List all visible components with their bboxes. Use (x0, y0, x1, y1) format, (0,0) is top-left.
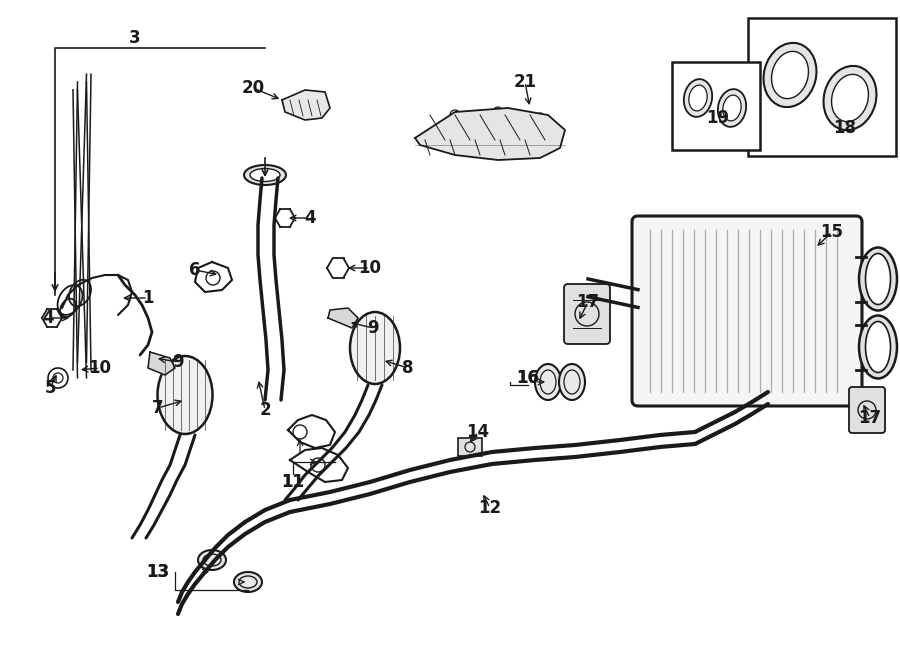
Circle shape (493, 107, 503, 117)
Circle shape (423, 135, 433, 145)
Text: 3: 3 (130, 29, 140, 47)
Ellipse shape (335, 314, 349, 322)
Text: 1: 1 (142, 289, 154, 307)
Text: 13: 13 (147, 563, 169, 581)
Ellipse shape (559, 364, 585, 400)
Ellipse shape (859, 247, 897, 311)
Polygon shape (148, 352, 175, 375)
Circle shape (48, 368, 68, 388)
Ellipse shape (723, 95, 741, 121)
Text: 17: 17 (859, 409, 882, 427)
Ellipse shape (718, 89, 746, 127)
Text: 5: 5 (44, 379, 56, 397)
Text: 6: 6 (189, 261, 201, 279)
Text: 9: 9 (367, 319, 379, 337)
Text: 19: 19 (706, 109, 730, 127)
Text: 14: 14 (466, 423, 490, 441)
FancyBboxPatch shape (564, 284, 610, 344)
Text: 4: 4 (304, 209, 316, 227)
FancyBboxPatch shape (632, 216, 862, 406)
Ellipse shape (350, 312, 400, 384)
Ellipse shape (250, 169, 280, 182)
Polygon shape (415, 108, 565, 160)
Text: 12: 12 (479, 499, 501, 517)
Text: 10: 10 (88, 359, 112, 377)
Ellipse shape (234, 572, 262, 592)
Ellipse shape (771, 52, 808, 98)
Text: 8: 8 (402, 359, 414, 377)
Text: 20: 20 (241, 79, 265, 97)
Ellipse shape (832, 74, 868, 122)
Polygon shape (328, 308, 358, 328)
Ellipse shape (198, 550, 226, 570)
Text: 10: 10 (358, 259, 382, 277)
Ellipse shape (763, 43, 816, 107)
Ellipse shape (866, 321, 890, 373)
Ellipse shape (158, 356, 212, 434)
Bar (748, 18, 896, 156)
Text: 18: 18 (833, 119, 857, 137)
Ellipse shape (688, 85, 707, 111)
Text: 7: 7 (152, 399, 164, 417)
Ellipse shape (156, 360, 168, 366)
Text: 11: 11 (282, 473, 304, 491)
Circle shape (553, 130, 563, 140)
Ellipse shape (535, 364, 561, 400)
Bar (458, 438, 482, 456)
Text: 4: 4 (42, 309, 54, 327)
Text: 16: 16 (517, 369, 539, 387)
Circle shape (535, 113, 545, 123)
Ellipse shape (859, 315, 897, 379)
Ellipse shape (866, 254, 890, 305)
Text: 21: 21 (513, 73, 536, 91)
Polygon shape (282, 90, 330, 120)
Text: 2: 2 (259, 401, 271, 419)
Text: 15: 15 (821, 223, 843, 241)
Text: 17: 17 (576, 293, 599, 311)
Text: 13: 13 (147, 563, 169, 581)
FancyBboxPatch shape (849, 387, 885, 433)
Ellipse shape (824, 66, 877, 130)
Ellipse shape (244, 165, 286, 185)
Text: 16: 16 (517, 369, 539, 387)
Ellipse shape (684, 79, 712, 117)
Text: 9: 9 (172, 353, 184, 371)
Text: 11: 11 (282, 473, 304, 491)
Bar (672, 62, 760, 150)
Circle shape (450, 110, 460, 120)
